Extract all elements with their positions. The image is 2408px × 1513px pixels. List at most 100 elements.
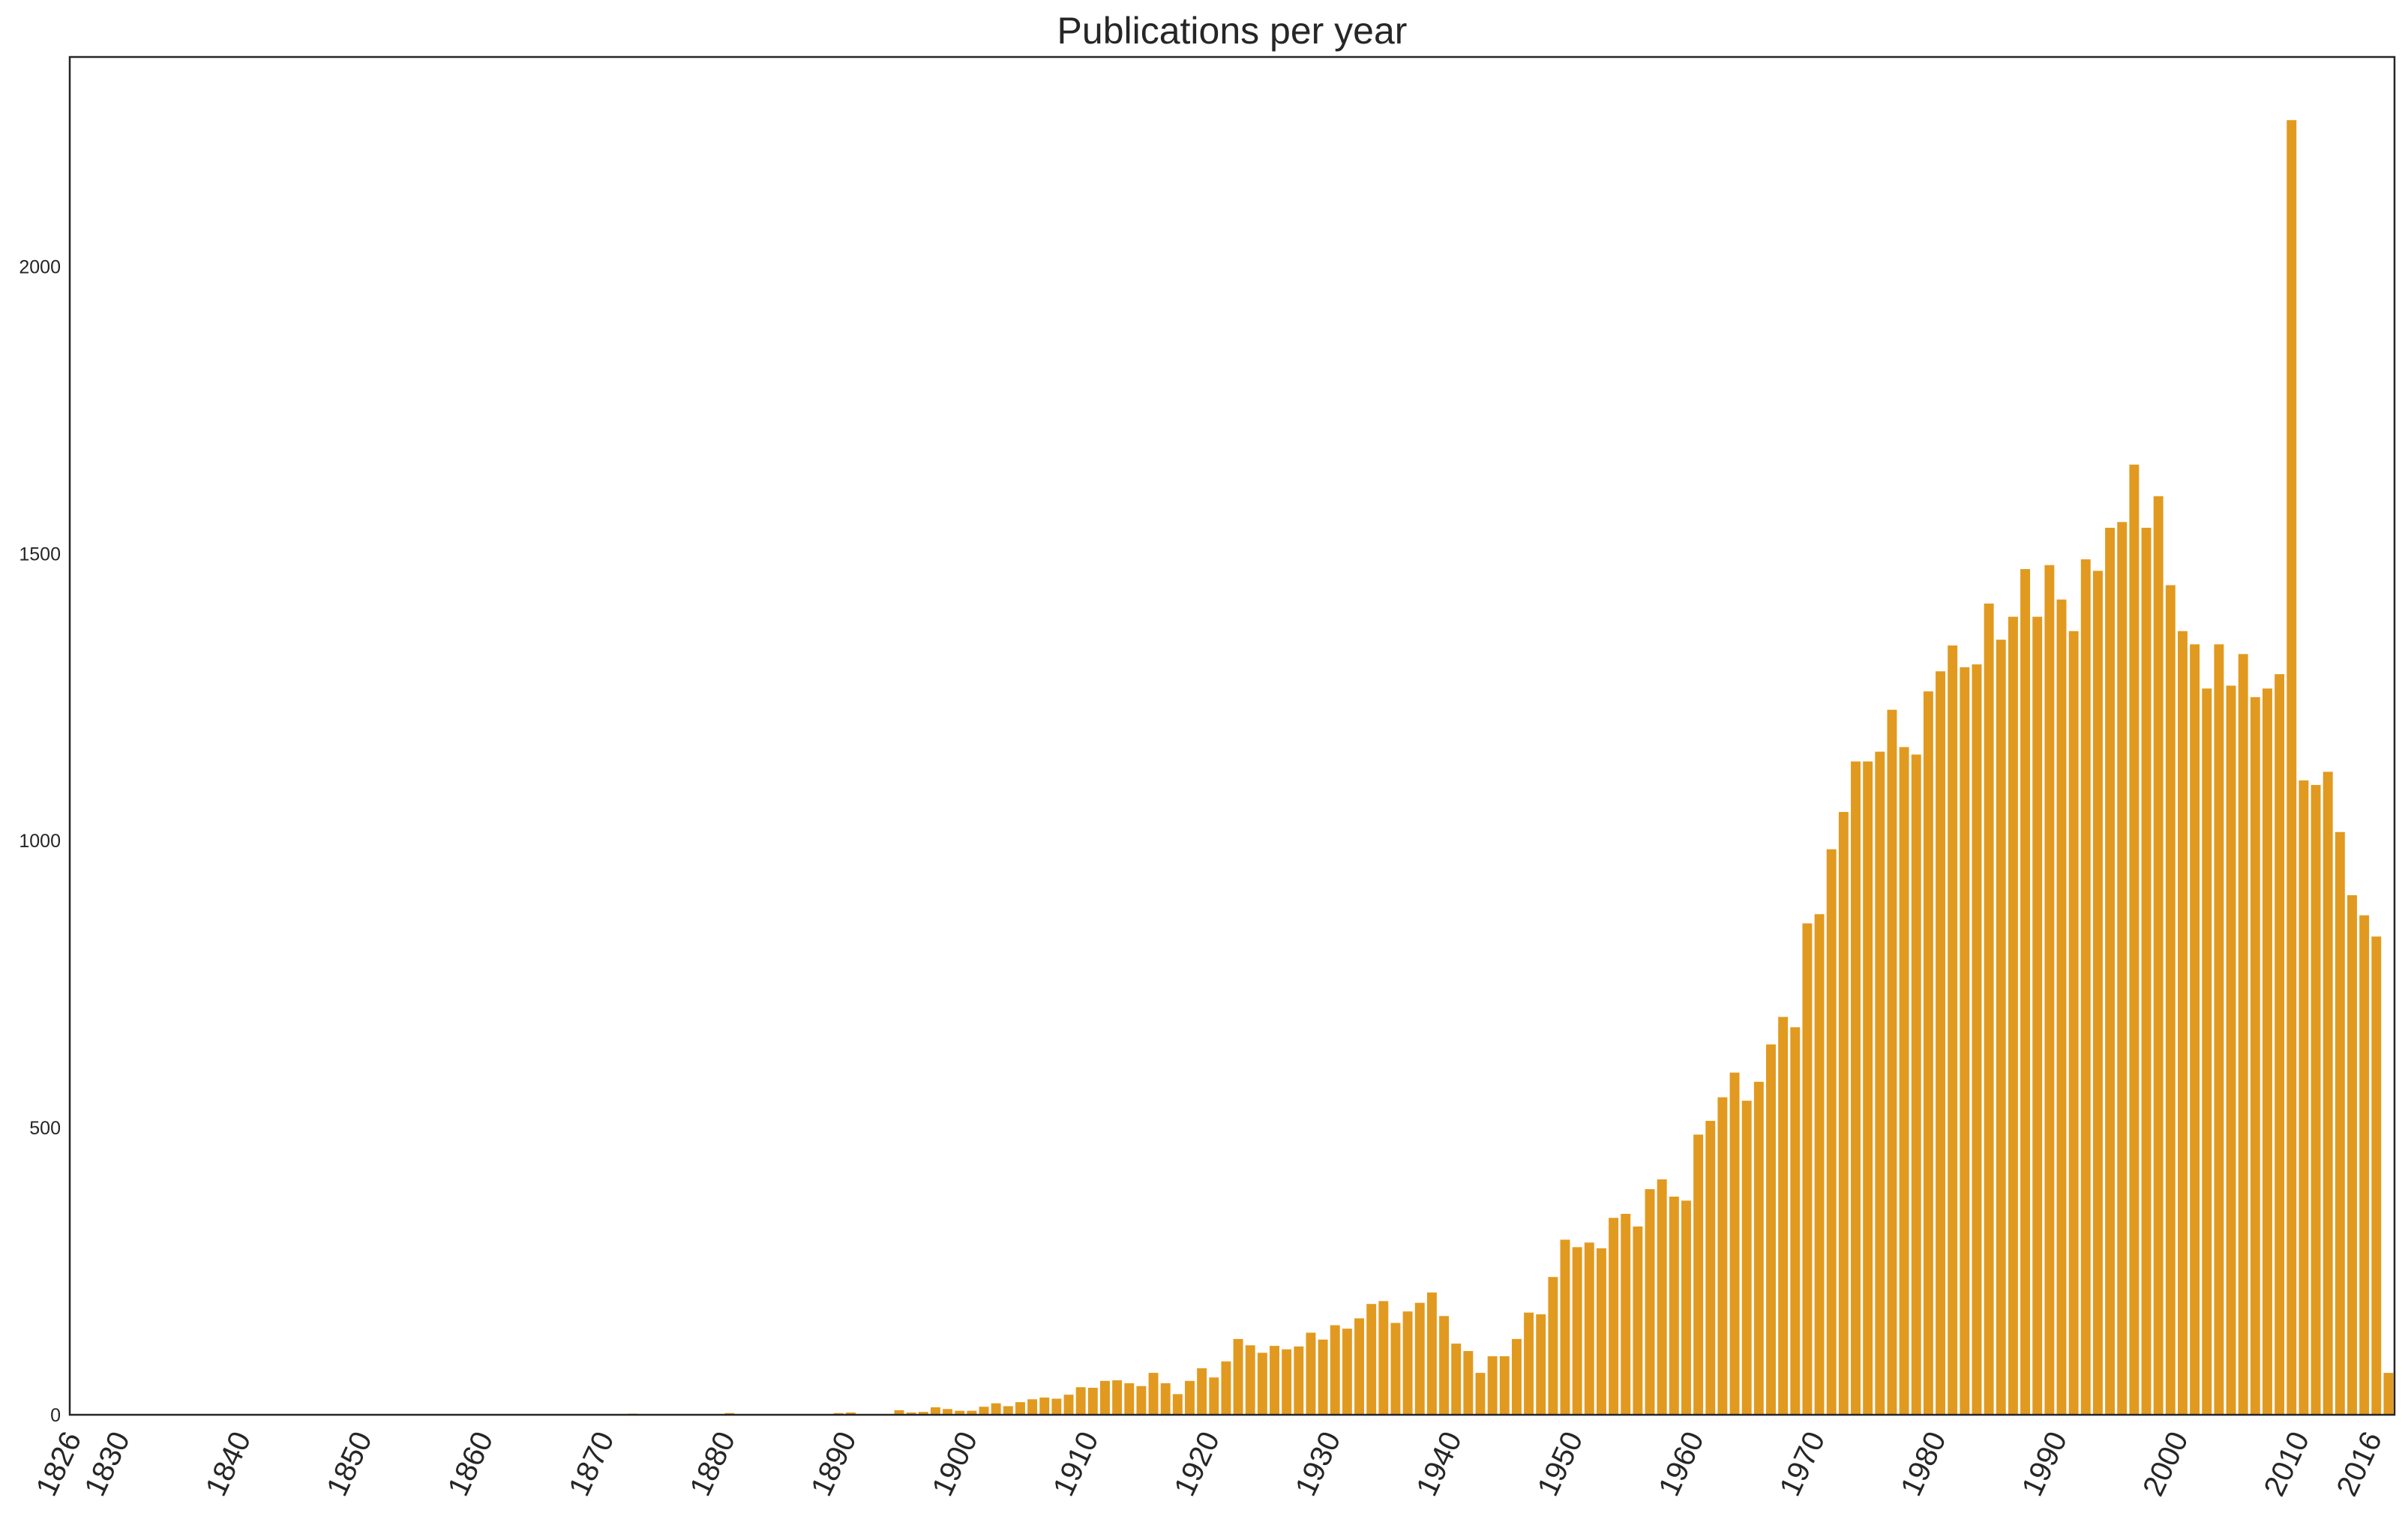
- bar-1962: [1717, 1097, 1728, 1415]
- bar-1955: [1633, 1226, 1643, 1415]
- bar-2016: [2371, 936, 2382, 1415]
- bar-2011: [2311, 784, 2321, 1415]
- x-tick-label: 1990: [2016, 1427, 2074, 1501]
- chart-title: Publications per year: [1057, 10, 1408, 52]
- bar-1936: [1402, 1311, 1413, 1415]
- bar-1983: [1972, 664, 1982, 1415]
- bar-1990: [2056, 599, 2067, 1415]
- bar-1995: [2117, 522, 2128, 1415]
- bar-2014: [2347, 895, 2357, 1415]
- bar-1896: [918, 1412, 928, 1415]
- bar-1963: [1729, 1072, 1740, 1415]
- bar-1908: [1063, 1395, 1074, 1415]
- bar-1911: [1100, 1380, 1110, 1415]
- bar-1993: [2092, 571, 2103, 1415]
- bar-1898: [943, 1409, 953, 1415]
- bar-1890: [845, 1412, 856, 1415]
- bar-1972: [1838, 811, 1849, 1415]
- bar-1914: [1136, 1386, 1147, 1415]
- bar-1998: [2153, 496, 2164, 1415]
- bar-1930: [1330, 1325, 1340, 1415]
- x-tick-label: 2010: [2258, 1427, 2316, 1501]
- bar-1905: [1027, 1399, 1038, 1415]
- bar-1964: [1741, 1101, 1752, 1415]
- bar-1985: [1996, 640, 2006, 1415]
- bar-1932: [1354, 1318, 1364, 1415]
- bar-1943: [1487, 1356, 1498, 1415]
- bar-2010: [2299, 780, 2309, 1415]
- bar-1960: [1693, 1134, 1704, 1415]
- y-tick-label: 1500: [19, 544, 61, 565]
- bar-1982: [1960, 667, 1970, 1415]
- bar-1928: [1306, 1332, 1316, 1415]
- bar-1920: [1209, 1377, 1219, 1415]
- bar-1903: [1003, 1406, 1013, 1415]
- bar-1999: [2165, 585, 2176, 1415]
- bar-2012: [2323, 771, 2333, 1415]
- y-axis-ticks: 0 500 1000 1500 2000: [19, 256, 61, 1426]
- bar-2013: [2335, 831, 2345, 1415]
- bar-1941: [1463, 1351, 1474, 1415]
- bar-1981: [1948, 645, 1958, 1415]
- bar-1991: [2068, 631, 2079, 1415]
- bar-1935: [1390, 1323, 1401, 1415]
- bar-1976: [1887, 709, 1897, 1415]
- bar-1974: [1863, 761, 1873, 1415]
- bar-1947: [1536, 1314, 1546, 1415]
- x-tick-label: 1830: [78, 1427, 136, 1501]
- bar-1988: [2032, 616, 2043, 1415]
- bar-1986: [2008, 616, 2018, 1415]
- bar-1909: [1075, 1387, 1086, 1415]
- x-tick-label: 1840: [199, 1427, 257, 1501]
- y-tick-label: 0: [50, 1405, 61, 1426]
- bar-1919: [1197, 1368, 1207, 1415]
- x-tick-label: 1920: [1168, 1427, 1226, 1501]
- bar-1971: [1826, 849, 1837, 1415]
- bar-2004: [2226, 685, 2236, 1415]
- bar-1956: [1645, 1189, 1655, 1415]
- bar-2003: [2214, 644, 2224, 1415]
- x-tick-label: 1980: [1894, 1427, 1952, 1501]
- bar-2007: [2263, 688, 2272, 1415]
- bar-1913: [1124, 1383, 1135, 1415]
- bar-1921: [1221, 1361, 1231, 1415]
- bar-1938: [1426, 1292, 1437, 1415]
- bar-1973: [1851, 761, 1861, 1415]
- bar-1922: [1233, 1338, 1243, 1415]
- bar-1975: [1875, 751, 1885, 1415]
- bar-1934: [1378, 1301, 1389, 1415]
- x-tick-label: 1970: [1774, 1427, 1831, 1501]
- bar-1937: [1414, 1302, 1425, 1415]
- bar-1967: [1778, 1017, 1789, 1415]
- bar-1987: [2020, 569, 2031, 1415]
- bar-1910: [1087, 1388, 1098, 1415]
- bar-2009: [2287, 120, 2297, 1416]
- y-tick-label: 500: [29, 1118, 61, 1139]
- bar-1924: [1257, 1353, 1267, 1415]
- bar-1984: [1984, 603, 1994, 1415]
- bar-2005: [2238, 654, 2248, 1415]
- bar-2017: [2383, 1373, 2394, 1415]
- bar-1940: [1451, 1344, 1462, 1415]
- bar-1899: [955, 1410, 965, 1415]
- bar-1915: [1148, 1373, 1159, 1415]
- bar-1916: [1160, 1383, 1171, 1415]
- bar-1918: [1185, 1380, 1195, 1415]
- bars-group: [628, 120, 2394, 1416]
- bar-1927: [1294, 1346, 1304, 1415]
- bar-1912: [1112, 1380, 1123, 1415]
- bar-1968: [1790, 1027, 1801, 1415]
- bar-1904: [1015, 1402, 1025, 1415]
- bar-1977: [1899, 747, 1909, 1415]
- bar-1952: [1596, 1248, 1606, 1415]
- x-tick-label: 1910: [1047, 1427, 1105, 1501]
- x-tick-label: 1890: [805, 1427, 862, 1501]
- bar-1925: [1270, 1346, 1279, 1415]
- bar-1944: [1499, 1356, 1510, 1415]
- bar-1929: [1318, 1339, 1328, 1415]
- bar-1923: [1245, 1345, 1255, 1415]
- bar-1959: [1681, 1200, 1691, 1415]
- bar-1978: [1911, 754, 1921, 1415]
